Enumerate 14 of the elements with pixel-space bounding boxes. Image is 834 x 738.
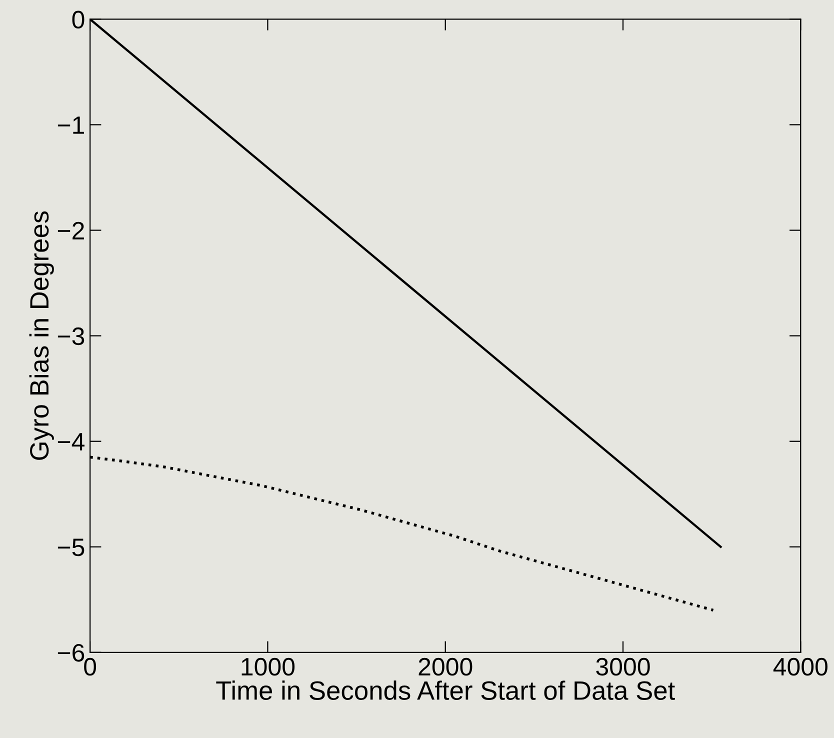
y-tick-label: −6 <box>58 644 84 662</box>
x-tick-label: 3000 <box>596 658 650 676</box>
y-tick-label: −2 <box>58 222 84 240</box>
y-tick-label: −3 <box>58 327 84 346</box>
x-tick-label: 1000 <box>242 658 295 676</box>
y-tick-label: 0 <box>72 10 84 28</box>
x-tick-label: 2000 <box>418 658 472 676</box>
x-tick-label: 0 <box>84 658 96 676</box>
x-tick-label: 4000 <box>773 658 828 676</box>
y-tick-label: −5 <box>58 538 84 556</box>
y-tick-label: −4 <box>58 433 84 450</box>
y-axis-title: Gyro Bias in Degrees <box>29 211 54 460</box>
y-tick-label: −1 <box>58 116 84 134</box>
x-axis-title: Time in Seconds After Start of Data Set <box>216 680 675 700</box>
